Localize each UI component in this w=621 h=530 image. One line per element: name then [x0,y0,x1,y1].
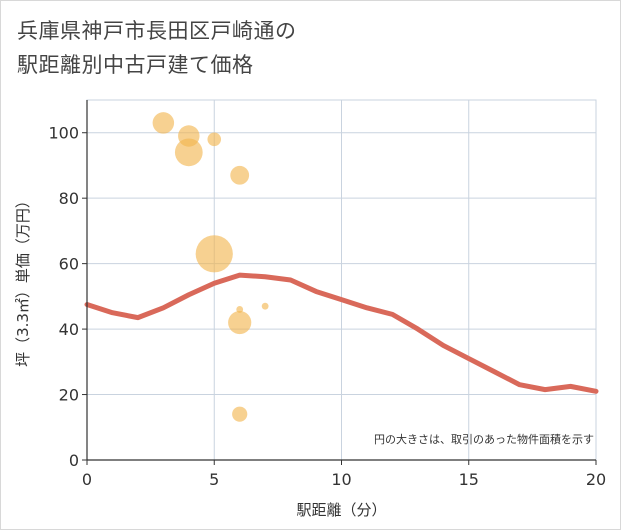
x-tick-label: 15 [459,470,479,489]
y-tick-label: 0 [69,451,79,470]
bubble-point [228,310,252,335]
x-tick-label: 5 [209,470,219,489]
x-axis-label: 駅距離（分） [296,501,386,519]
axes [82,100,597,465]
x-tick-label: 10 [331,470,351,489]
x-tick-label: 20 [586,470,606,489]
y-tick-label: 20 [59,386,79,405]
bubble-point [174,138,203,167]
bubble-series [152,112,269,422]
y-tick-label: 40 [59,320,79,339]
bubble-point [207,132,222,147]
chart-title: 兵庫県神戸市長田区戸崎通の 駅距離別中古戸建て価格 [17,14,297,82]
bubble-point [152,112,175,134]
bubble-point [230,165,250,185]
trend-line-group [84,272,599,394]
bubble-point [261,302,269,310]
y-axis-label: 坪（3.3㎡）単価（万円） [14,193,32,367]
trend-line [84,272,599,394]
bubble-size-note: 円の大きさは、取引のあった物件面積を示す [374,432,594,446]
y-tick-label: 100 [48,124,79,143]
grid [86,99,597,461]
y-tick-label: 60 [59,255,79,274]
x-tick-label: 0 [82,470,92,489]
y-tick-label: 80 [59,189,79,208]
tick-labels: 0 5 10 15 20 0 20 40 60 80 100 [48,124,606,489]
bubble-point [232,406,248,422]
title-line-2: 駅距離別中古戸建て価格 [17,53,254,77]
bubble-point [195,235,233,273]
title-line-1: 兵庫県神戸市長田区戸崎通の [17,19,297,43]
